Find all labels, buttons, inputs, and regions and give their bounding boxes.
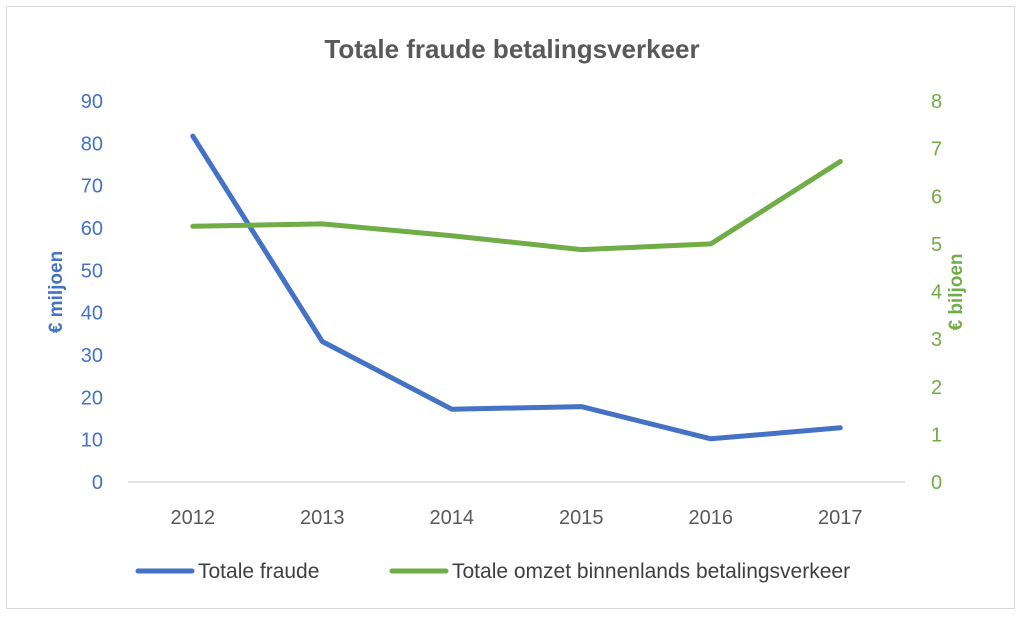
left-axis: 0 10 20 30 40 50 60 70 80 90	[81, 91, 103, 494]
left-tick-label: 10	[81, 430, 103, 452]
right-tick-label: 2	[931, 377, 942, 399]
right-tick-label: 5	[931, 234, 942, 256]
series-layer	[190, 133, 843, 442]
right-tick-label: 7	[931, 139, 942, 161]
left-axis-label: € miljoen	[46, 251, 67, 333]
left-tick-label: 80	[81, 133, 103, 155]
legend: Totale fraude Totale omzet binnenlands b…	[135, 560, 850, 583]
right-axis-label: € biljoen	[946, 253, 967, 330]
x-tick-label: 2016	[689, 507, 734, 529]
right-tick-label: 6	[931, 186, 942, 208]
right-tick-label: 8	[931, 91, 942, 113]
left-tick-label: 70	[81, 176, 103, 198]
left-tick-label: 40	[81, 303, 103, 325]
left-tick-label: 0	[92, 472, 103, 494]
x-tick-label: 2014	[430, 507, 475, 529]
legend-label-totale-omzet: Totale omzet binnenlands betalingsverkee…	[452, 560, 850, 583]
x-tick-label: 2017	[818, 507, 863, 529]
right-tick-label: 0	[931, 472, 942, 494]
series-line-totale-fraude	[190, 133, 843, 442]
right-tick-label: 3	[931, 329, 942, 351]
x-tick-label: 2013	[300, 507, 345, 529]
chart-title: Totale fraude betalingsverkeer	[324, 34, 699, 64]
left-tick-label: 30	[81, 345, 103, 367]
right-axis: 0 1 2 3 4 5 6 7 8	[931, 91, 942, 494]
chart-frame	[6, 6, 1015, 609]
right-tick-label: 1	[931, 424, 942, 446]
x-tick-label: 2015	[559, 507, 604, 529]
x-axis: 2012 2013 2014 2015 2016 2017	[171, 507, 863, 529]
left-tick-label: 50	[81, 260, 103, 282]
left-tick-label: 90	[81, 91, 103, 113]
series-line-totale-omzet	[190, 159, 843, 253]
right-tick-label: 4	[931, 282, 942, 304]
legend-label-totale-fraude: Totale fraude	[198, 560, 319, 583]
left-tick-label: 60	[81, 218, 103, 240]
left-tick-label: 20	[81, 387, 103, 409]
x-tick-label: 2012	[171, 507, 216, 529]
